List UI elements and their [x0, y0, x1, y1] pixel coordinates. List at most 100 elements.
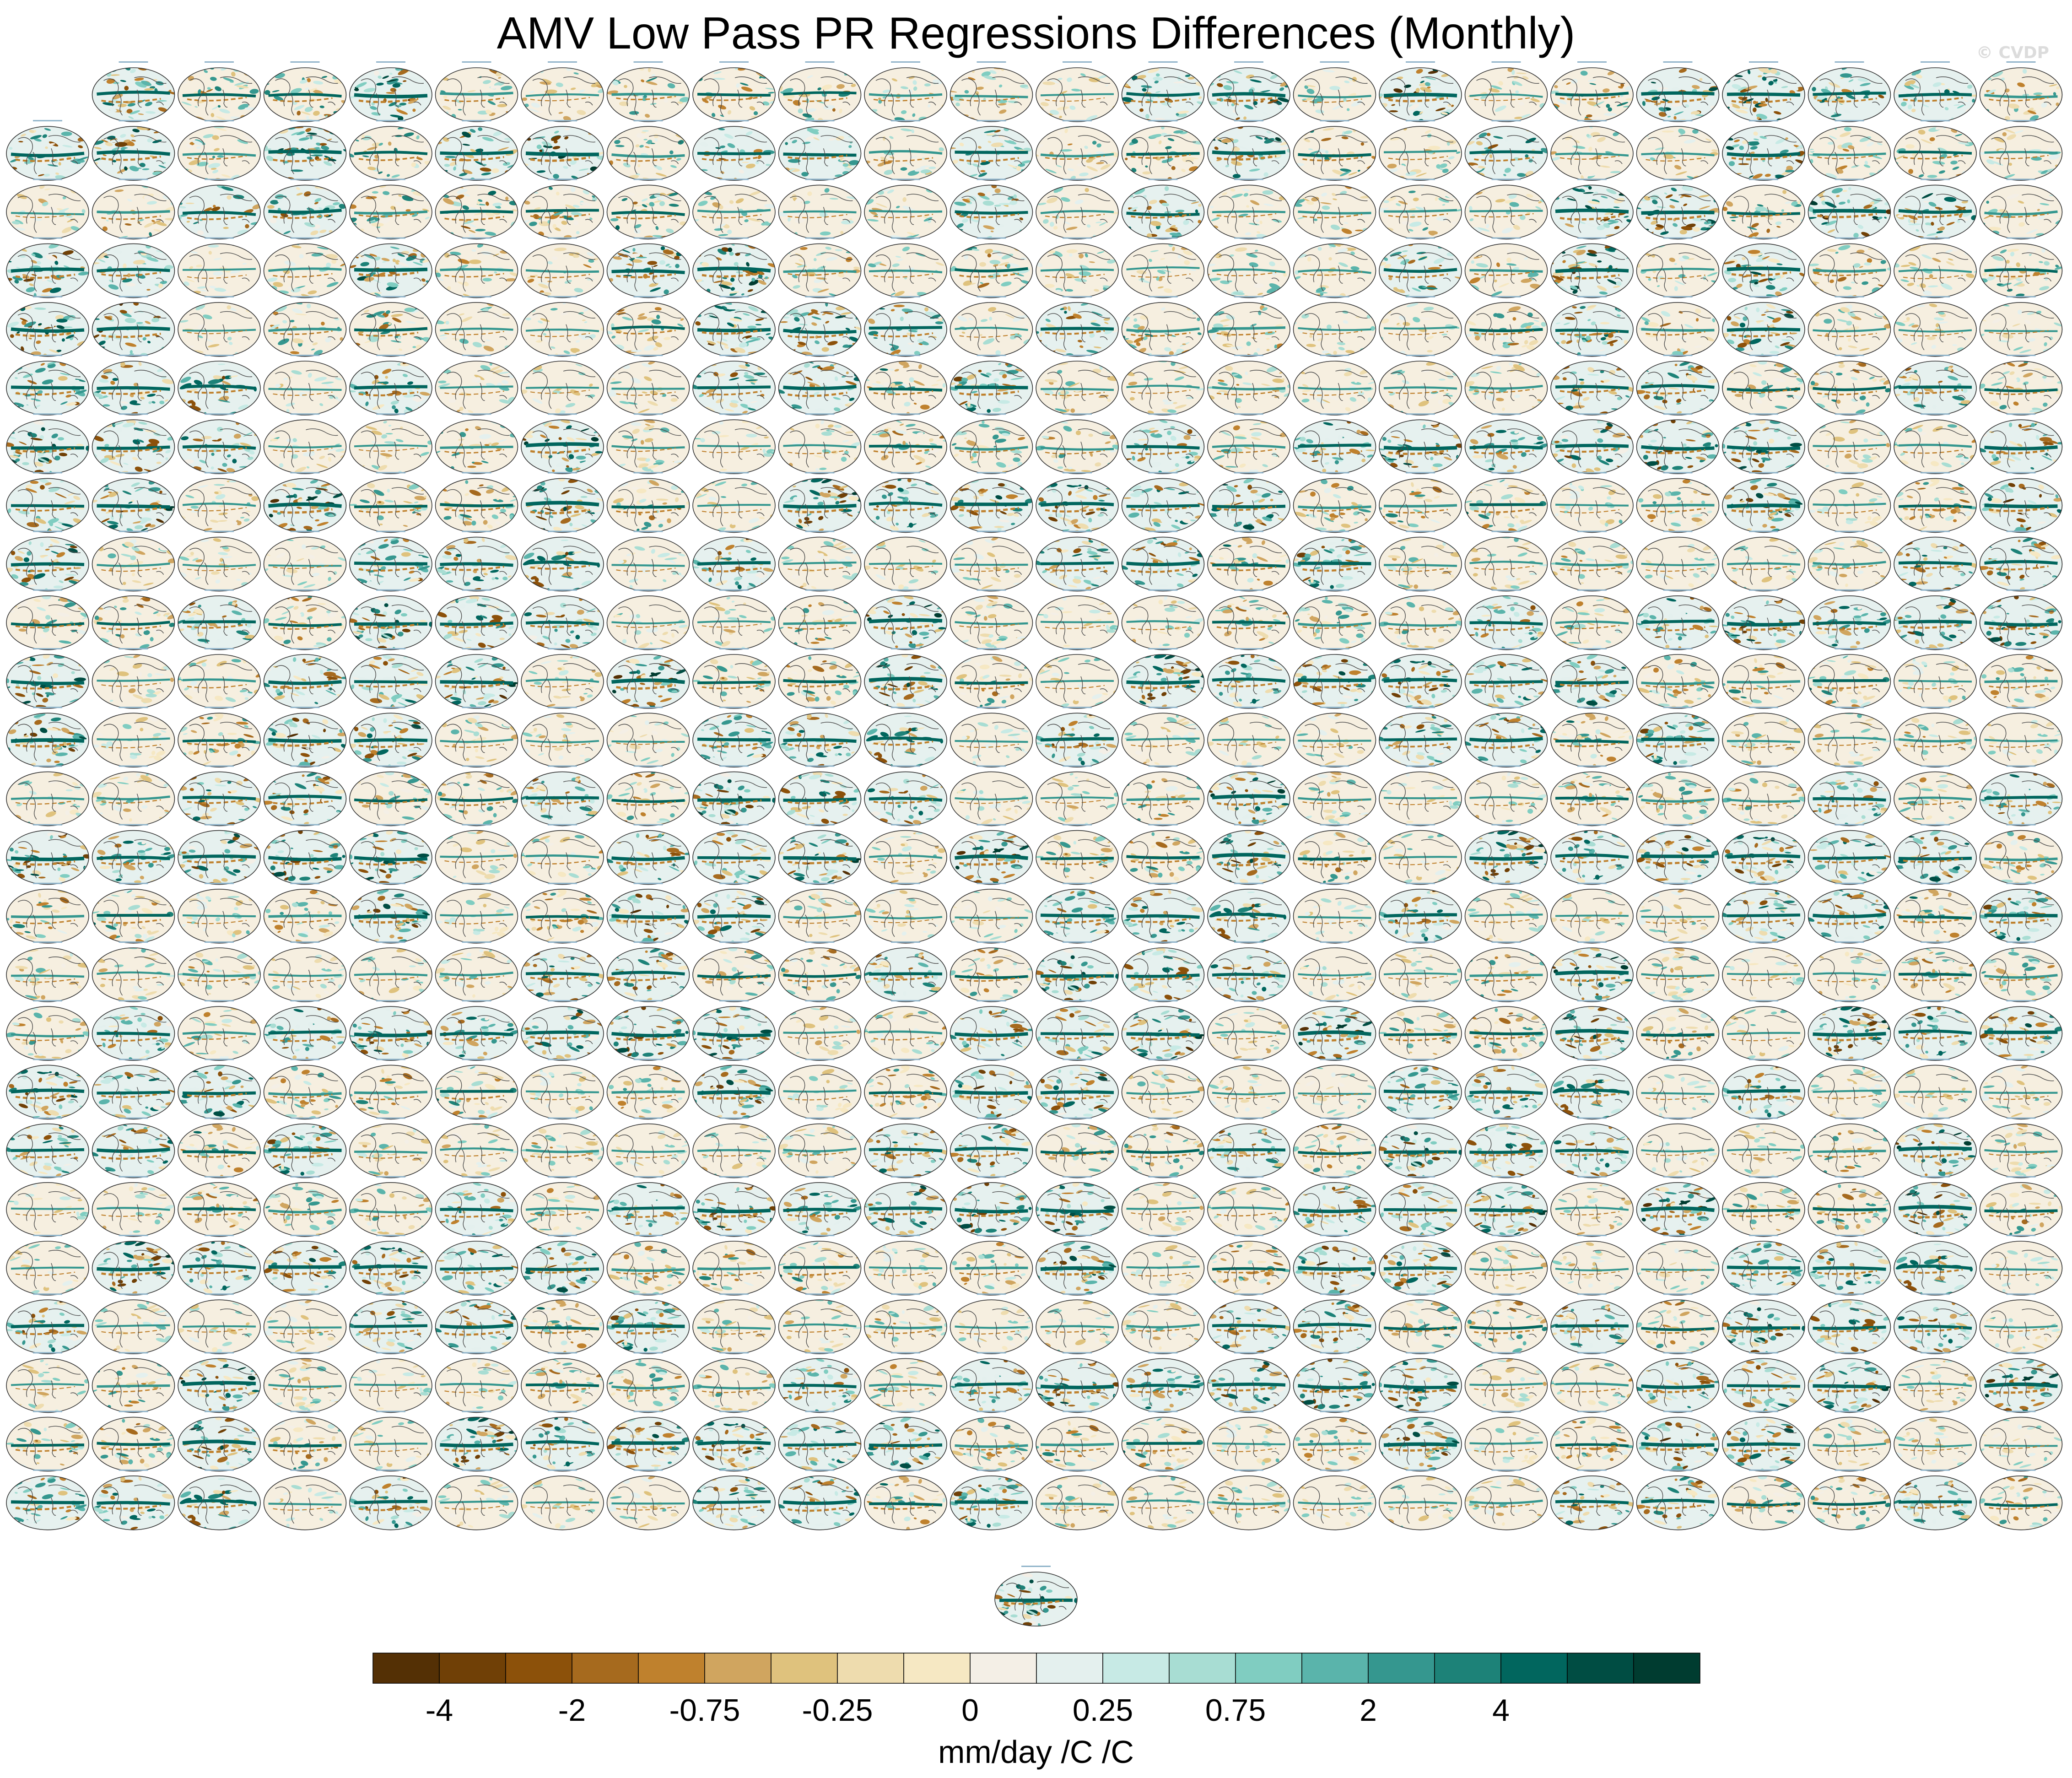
map-panel [6, 1176, 89, 1237]
map-panel [692, 178, 776, 240]
map-panel [1636, 1117, 1720, 1178]
map-panel [435, 1293, 518, 1354]
map-panel [178, 1235, 261, 1296]
map-panel [606, 530, 690, 592]
map-panel [435, 1117, 518, 1178]
map-panel [178, 296, 261, 357]
map-panel [263, 1000, 347, 1061]
map-panel [6, 1469, 89, 1530]
map-panel [1464, 1059, 1548, 1120]
map-panel [521, 882, 604, 944]
map-panel [1550, 530, 1634, 592]
map-panel [1894, 530, 1977, 592]
map-panel [1207, 1411, 1290, 1472]
map-panel [521, 1235, 604, 1296]
map-panel [778, 1469, 862, 1530]
map-panel [1550, 61, 1634, 122]
map-panel [864, 941, 947, 1002]
map-panel [521, 1293, 604, 1354]
colorbar-box [372, 1653, 440, 1684]
map-panel [521, 1411, 604, 1472]
colorbar-tick-label: 0.25 [1073, 1693, 1133, 1728]
map-panel [606, 1000, 690, 1061]
map-panel [435, 1411, 518, 1472]
map-panel [263, 178, 347, 240]
map-panel [92, 824, 175, 885]
map-panel [606, 1176, 690, 1237]
colorbar-box [439, 1653, 506, 1684]
map-panel [349, 355, 432, 416]
map-panel [349, 765, 432, 827]
map-panel [92, 882, 175, 944]
map-panel [950, 1293, 1033, 1354]
map-panel [778, 1059, 862, 1120]
map-panel [1722, 707, 1805, 767]
map-panel [1722, 1117, 1805, 1178]
map-panel [1894, 237, 1977, 298]
colorbar-box [1169, 1653, 1236, 1684]
map-panel [1979, 472, 2063, 533]
map-panel [1464, 1235, 1548, 1296]
map-panel [178, 1117, 261, 1178]
map-panel [1808, 1059, 1891, 1120]
map-panel [1464, 61, 1548, 122]
map-panel [1636, 178, 1720, 240]
map-panel [1894, 355, 1977, 416]
map-panel [1379, 1059, 1462, 1120]
map-panel [950, 530, 1033, 592]
map-panel [1121, 1059, 1205, 1120]
map-panel [1379, 941, 1462, 1002]
map-panel [1894, 1352, 1977, 1413]
map-panel [1121, 61, 1205, 122]
map-panel [6, 1117, 89, 1178]
map-panel [950, 941, 1033, 1002]
map-panel [1207, 472, 1290, 533]
map-panel [1379, 237, 1462, 298]
map-panel [1207, 589, 1290, 650]
map-panel [1207, 707, 1290, 767]
map-panel [263, 824, 347, 885]
map-panel [1808, 1411, 1891, 1472]
map-panel [1808, 1176, 1891, 1237]
map-panel [778, 120, 862, 181]
map-panel [1550, 765, 1634, 827]
map-panel [692, 648, 776, 709]
map-panel [521, 120, 604, 181]
map-panel [864, 1000, 947, 1061]
map-panel [263, 1235, 347, 1296]
map-panel [1464, 1411, 1548, 1472]
map-panel [1550, 1352, 1634, 1413]
map-panel [178, 120, 261, 181]
map-panel [1121, 707, 1205, 767]
map-panel [6, 882, 89, 944]
map-panel [1464, 589, 1548, 650]
map-panel [606, 120, 690, 181]
map-panel [1379, 1469, 1462, 1530]
map-panel [1121, 1117, 1205, 1178]
map-panel [1636, 1352, 1720, 1413]
map-panel [1379, 1000, 1462, 1061]
colorbar-box [771, 1653, 838, 1684]
map-panel [1293, 648, 1376, 709]
map-panel [778, 707, 862, 767]
map-panel [349, 530, 432, 592]
map-panel [1979, 707, 2063, 767]
map-panel [1979, 1293, 2063, 1354]
map-panel [92, 1176, 175, 1237]
map-panel [1293, 530, 1376, 592]
map-panel [1636, 882, 1720, 944]
map-panel [1036, 61, 1119, 122]
map-panel [606, 1059, 690, 1120]
map-panel [178, 1176, 261, 1237]
map-panel [435, 648, 518, 709]
map-panel [692, 530, 776, 592]
map-panel [349, 1000, 432, 1061]
map-panel [1379, 355, 1462, 416]
map-panel [521, 61, 604, 122]
map-panel [1808, 1117, 1891, 1178]
map-panel [435, 941, 518, 1002]
map-panel [349, 707, 432, 767]
map-panel [263, 648, 347, 709]
map-panel [1979, 1000, 2063, 1061]
map-panel [1722, 178, 1805, 240]
